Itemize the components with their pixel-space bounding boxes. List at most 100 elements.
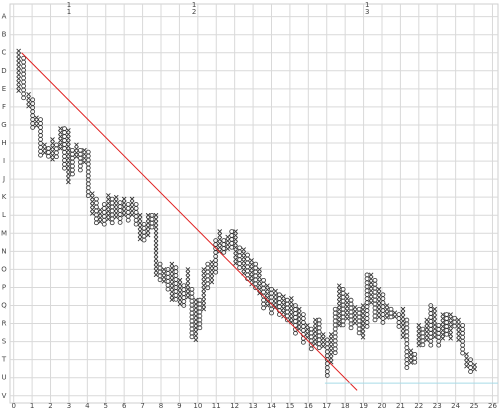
x-box xyxy=(408,352,414,357)
top-label: 2 xyxy=(192,8,196,16)
y-tick-label: B xyxy=(2,31,7,39)
x-box xyxy=(472,362,477,368)
o-box xyxy=(149,224,155,230)
x-box xyxy=(26,91,31,97)
x-tick-label: 4 xyxy=(85,402,90,410)
x-tick-label: 12 xyxy=(230,402,239,410)
x-box xyxy=(464,359,469,365)
x-box xyxy=(376,310,382,316)
x-tick-label: 5 xyxy=(104,402,108,410)
x-box xyxy=(169,293,175,299)
x-box xyxy=(328,344,334,349)
o-box xyxy=(364,324,370,329)
x-tick-label: 25 xyxy=(470,402,479,410)
x-box xyxy=(416,338,422,344)
x-box xyxy=(289,295,294,301)
x-box xyxy=(177,281,183,287)
x-box xyxy=(273,304,278,310)
x-box xyxy=(328,340,334,345)
x-tick-label: 14 xyxy=(267,402,276,410)
x-box xyxy=(169,261,175,267)
x-box xyxy=(313,341,318,347)
o-box xyxy=(101,221,107,227)
o-column xyxy=(404,317,410,370)
x-box xyxy=(320,332,326,337)
y-tick-label: S xyxy=(2,338,7,346)
x-box xyxy=(257,267,262,272)
x-box xyxy=(336,299,342,304)
x-box xyxy=(400,314,406,320)
x-box xyxy=(328,351,334,357)
x-box xyxy=(106,201,111,206)
x-box xyxy=(106,204,111,210)
x-box xyxy=(177,293,183,299)
x-box xyxy=(66,179,71,185)
x-box xyxy=(50,156,55,162)
x-column xyxy=(153,212,159,278)
x-box xyxy=(201,302,207,308)
x-column xyxy=(74,142,79,160)
x-box xyxy=(289,315,294,321)
x-box xyxy=(360,327,366,332)
x-box xyxy=(153,216,159,222)
y-tick-label: N xyxy=(1,247,6,255)
x-box xyxy=(50,141,55,146)
x-box xyxy=(137,220,143,226)
x-box xyxy=(193,309,199,315)
x-box xyxy=(185,282,191,288)
x-box xyxy=(16,88,21,93)
x-box xyxy=(16,68,21,74)
x-column xyxy=(392,310,398,320)
x-box xyxy=(217,245,223,250)
o-column xyxy=(340,286,346,328)
x-tick-label: 22 xyxy=(414,402,423,410)
x-column xyxy=(265,283,270,308)
x-box xyxy=(313,325,318,331)
x-box xyxy=(137,216,143,222)
x-box xyxy=(464,355,469,361)
x-column xyxy=(289,295,294,325)
x-box xyxy=(169,277,175,283)
o-column xyxy=(197,297,203,331)
o-column xyxy=(364,272,370,329)
x-tick-label: 3 xyxy=(67,402,71,410)
x-box xyxy=(16,84,21,89)
x-box xyxy=(241,263,247,268)
o-box xyxy=(468,369,473,374)
top-label: 3 xyxy=(365,8,369,16)
x-box xyxy=(177,277,183,283)
y-tick-label: I xyxy=(3,157,5,165)
o-box xyxy=(269,310,274,316)
x-box xyxy=(400,306,406,312)
x-box xyxy=(313,333,318,339)
x-box xyxy=(58,138,63,143)
x-box xyxy=(281,306,286,311)
o-box xyxy=(372,317,378,323)
x-box xyxy=(432,322,437,328)
x-box xyxy=(336,315,342,320)
x-box xyxy=(66,159,71,165)
x-box xyxy=(185,286,191,292)
x-box xyxy=(408,360,414,365)
x-tick-label: 24 xyxy=(451,402,460,410)
x-box xyxy=(440,324,446,329)
o-column xyxy=(117,200,123,225)
x-box xyxy=(185,275,191,280)
x-box xyxy=(113,198,119,204)
x-box xyxy=(424,325,430,331)
x-box xyxy=(50,152,55,158)
x-column xyxy=(416,323,422,348)
x-box xyxy=(344,296,350,301)
o-column xyxy=(181,283,187,308)
o-box xyxy=(21,95,27,101)
x-column xyxy=(97,207,103,225)
x-box xyxy=(193,325,199,331)
x-box xyxy=(376,302,382,308)
x-box xyxy=(89,211,95,216)
x-box xyxy=(74,154,79,160)
o-box xyxy=(332,350,338,356)
x-column xyxy=(432,306,437,340)
x-box xyxy=(201,298,207,304)
x-box xyxy=(368,288,374,294)
x-box xyxy=(153,272,159,278)
